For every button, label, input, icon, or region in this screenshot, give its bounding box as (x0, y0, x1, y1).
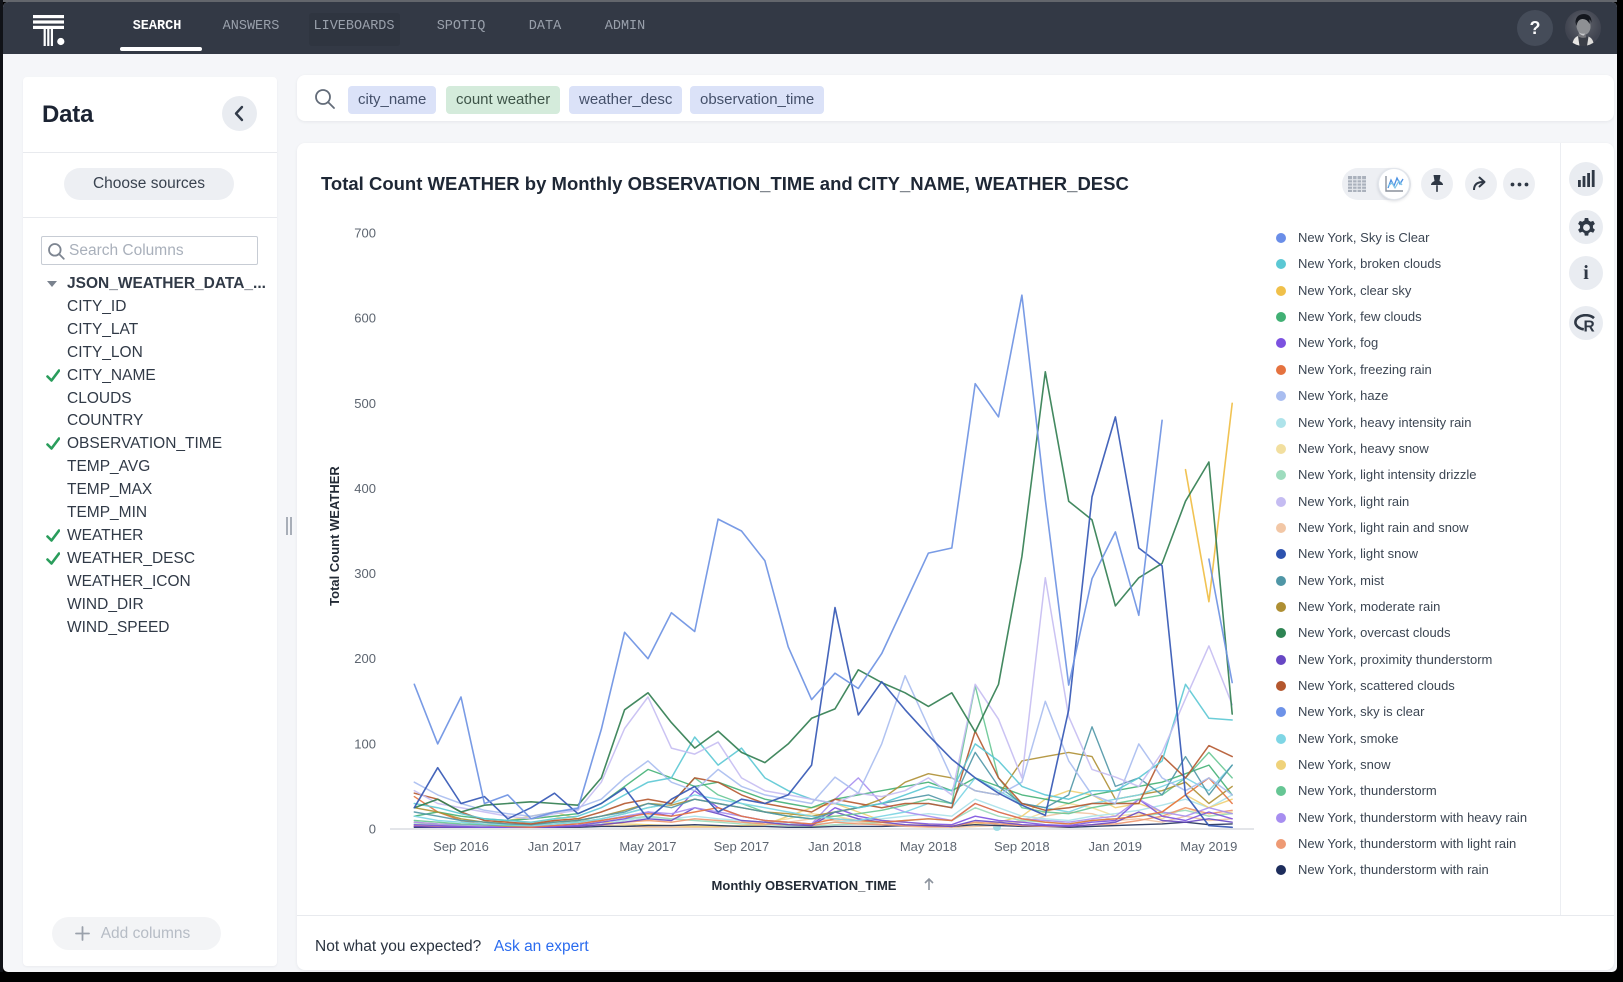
svg-text:Monthly OBSERVATION_TIME: Monthly OBSERVATION_TIME (712, 878, 897, 893)
svg-text:May 2017: May 2017 (619, 839, 676, 854)
svg-text:Total Count WEATHER: Total Count WEATHER (327, 466, 342, 606)
svg-text:400: 400 (354, 481, 376, 496)
svg-text:Jan 2017: Jan 2017 (528, 839, 582, 854)
svg-text:100: 100 (354, 736, 376, 751)
svg-text:300: 300 (354, 566, 376, 581)
svg-text:200: 200 (354, 651, 376, 666)
svg-text:R: R (1584, 319, 1595, 334)
svg-text:Jan 2019: Jan 2019 (1089, 839, 1143, 854)
svg-text:May 2018: May 2018 (900, 839, 957, 854)
svg-text:May 2019: May 2019 (1180, 839, 1237, 854)
svg-text:Sep 2016: Sep 2016 (433, 839, 489, 854)
svg-text:600: 600 (354, 311, 376, 326)
svg-text:500: 500 (354, 396, 376, 411)
svg-text:Sep 2018: Sep 2018 (994, 839, 1050, 854)
svg-text:700: 700 (354, 226, 376, 241)
svg-text:Sep 2017: Sep 2017 (714, 839, 770, 854)
svg-text:0: 0 (369, 822, 376, 837)
svg-text:Jan 2018: Jan 2018 (808, 839, 862, 854)
